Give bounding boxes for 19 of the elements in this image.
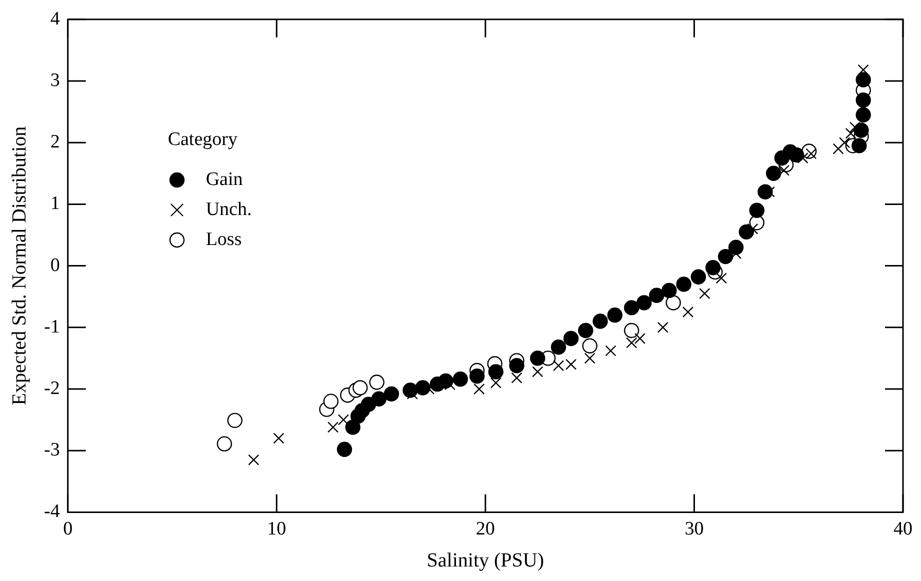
x-axis-title: Salinity (PSU) (426, 549, 544, 572)
y-tick-label: 0 (50, 254, 60, 276)
y-tick-label: 4 (50, 8, 60, 30)
y-tick-label: 2 (50, 132, 60, 153)
x-tick-label: 30 (684, 518, 704, 540)
y-tick-label: -2 (44, 378, 60, 399)
legend-label: Gain (206, 169, 243, 192)
x-tick-label: 10 (267, 518, 286, 540)
y-tick-label: 3 (50, 70, 60, 91)
y-tick-label: -1 (44, 316, 60, 338)
x-tick-label: 40 (894, 518, 912, 540)
y-axis-title: Expected Std. Normal Distribution (8, 126, 30, 406)
legend-label: Unch. (206, 199, 252, 222)
legend-label: Loss (206, 229, 242, 252)
y-tick-label: -3 (44, 440, 60, 461)
y-tick-label: 1 (50, 193, 60, 214)
legend-title: Category (168, 129, 238, 152)
x-tick-label: 20 (476, 518, 495, 540)
y-tick-label: -4 (44, 501, 60, 522)
